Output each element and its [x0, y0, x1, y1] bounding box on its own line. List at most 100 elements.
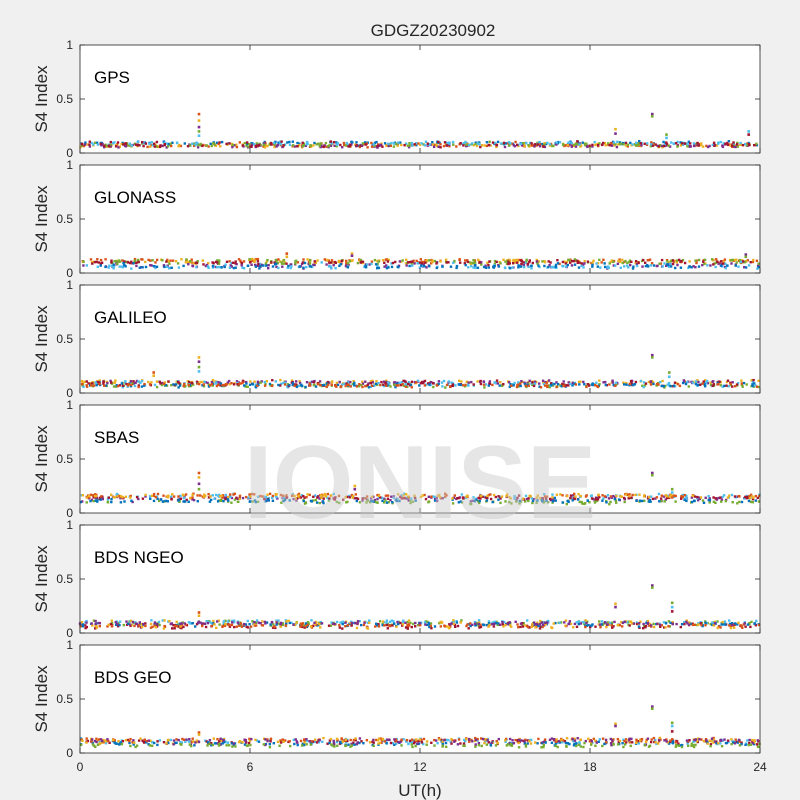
data-point [624, 738, 628, 741]
data-point [257, 740, 261, 743]
data-point [517, 746, 521, 749]
data-point [292, 738, 295, 742]
data-point [502, 141, 506, 145]
data-point [674, 494, 677, 498]
data-point [238, 497, 241, 500]
data-point [178, 382, 181, 385]
data-point [482, 383, 486, 386]
data-point [517, 741, 520, 745]
data-point [506, 622, 510, 626]
data-point [514, 258, 517, 262]
data-point [234, 266, 237, 269]
data-point [482, 265, 486, 269]
data-point [654, 741, 657, 744]
data-point [398, 499, 401, 503]
data-point [361, 497, 364, 500]
data-point [316, 496, 319, 499]
spike-point [197, 370, 201, 373]
spike-point [152, 371, 155, 374]
data-point [215, 141, 219, 144]
data-point [608, 262, 611, 265]
data-point [342, 141, 346, 145]
data-point [449, 740, 452, 744]
data-point [485, 499, 489, 502]
data-point [720, 498, 724, 501]
data-point [538, 140, 541, 144]
data-point [158, 380, 161, 383]
data-point [564, 741, 568, 745]
data-point [477, 622, 481, 626]
data-point [171, 627, 174, 630]
data-point [277, 266, 280, 270]
data-point [219, 145, 222, 148]
data-point [373, 498, 377, 502]
data-point [430, 627, 433, 630]
data-point [647, 258, 651, 262]
data-point [751, 495, 754, 498]
data-point [419, 143, 422, 146]
y-axis-label: S4 Index [32, 425, 51, 493]
data-point [127, 144, 130, 147]
data-point [685, 739, 689, 742]
data-point [659, 380, 662, 384]
data-point [492, 625, 496, 628]
data-point [669, 384, 672, 388]
data-point [721, 385, 724, 388]
data-point [213, 497, 216, 500]
data-point [612, 383, 615, 387]
data-point [556, 741, 559, 744]
data-point [321, 740, 324, 743]
data-point [333, 622, 337, 626]
data-point [118, 623, 121, 627]
data-point [426, 620, 429, 623]
data-point [312, 144, 315, 147]
data-point [751, 384, 754, 388]
data-point [561, 494, 564, 497]
data-point [147, 743, 150, 746]
data-point [137, 260, 140, 264]
data-point [408, 382, 411, 385]
data-point [90, 498, 93, 502]
data-point [338, 742, 342, 745]
data-point [583, 142, 587, 145]
data-point [216, 259, 219, 262]
data-point [95, 740, 98, 744]
data-point [512, 258, 515, 262]
data-point [354, 739, 357, 742]
data-point [697, 622, 700, 625]
data-point [744, 142, 747, 146]
data-point [123, 144, 127, 147]
data-point [577, 266, 581, 269]
data-point [445, 494, 448, 497]
data-point [752, 385, 756, 388]
data-point [536, 621, 539, 624]
data-point [631, 143, 634, 146]
data-point [744, 625, 747, 628]
data-point [591, 263, 594, 267]
data-point [591, 261, 594, 265]
data-point [726, 496, 730, 499]
data-point [348, 496, 351, 499]
data-point [405, 264, 408, 267]
data-point [166, 739, 170, 742]
data-point [652, 382, 655, 386]
data-point [618, 739, 622, 743]
data-point [385, 623, 388, 627]
data-point [548, 386, 551, 389]
data-point [655, 384, 658, 387]
data-point [740, 383, 744, 387]
data-point [329, 737, 333, 741]
data-point [563, 384, 566, 387]
data-point [407, 495, 410, 498]
data-point [528, 259, 531, 262]
data-point [147, 380, 150, 384]
spike-point [665, 136, 668, 140]
data-point [521, 625, 525, 628]
data-point [450, 738, 453, 741]
data-point [326, 742, 329, 745]
data-point [680, 497, 683, 500]
data-point [373, 258, 377, 262]
data-point [401, 259, 404, 262]
data-point [256, 384, 259, 387]
data-point [422, 742, 425, 746]
